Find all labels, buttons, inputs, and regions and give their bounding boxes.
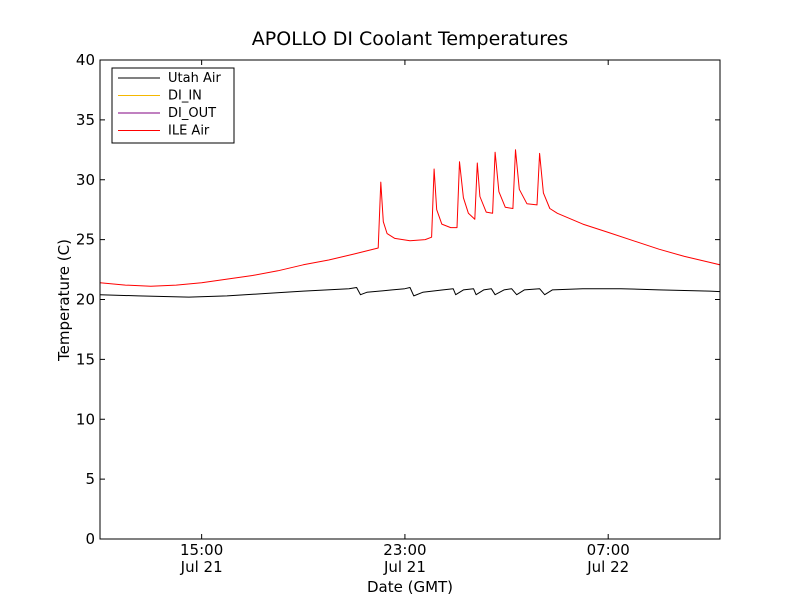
y-axis-label: Temperature (C) <box>55 239 73 362</box>
series-line-ile-air <box>100 149 720 287</box>
x-tick-date-label: Jul 21 <box>383 558 426 576</box>
y-tick-label: 35 <box>76 111 95 129</box>
y-tick-label: 15 <box>76 350 95 368</box>
y-tick-label: 0 <box>85 530 95 548</box>
series-layer <box>100 149 720 298</box>
x-axis-label: Date (GMT) <box>367 578 453 596</box>
x-tick-time-label: 07:00 <box>587 541 630 559</box>
chart-title: APOLLO DI Coolant Temperatures <box>252 28 568 50</box>
x-tick-date-label: Jul 21 <box>180 558 223 576</box>
series-line-utah-air <box>100 287 720 298</box>
x-tick-date-label: Jul 22 <box>586 558 629 576</box>
y-tick-label: 25 <box>76 231 95 249</box>
legend-label-ile-air: ILE Air <box>168 124 210 139</box>
y-tick-label: 10 <box>76 410 95 428</box>
legend-label-di-out: DI_OUT <box>168 106 216 121</box>
y-tick-label: 5 <box>85 470 95 488</box>
legend-label-di-in: DI_IN <box>168 89 202 104</box>
x-tick-time-label: 23:00 <box>383 541 426 559</box>
y-tick-label: 20 <box>76 291 95 309</box>
legend: Utah Air DI_IN DI_OUT ILE Air <box>111 67 235 144</box>
y-tick-label: 30 <box>76 171 95 189</box>
legend-entries: Utah Air DI_IN DI_OUT ILE Air <box>118 71 221 139</box>
legend-label-utah-air: Utah Air <box>168 71 221 86</box>
x-tick-time-label: 15:00 <box>180 541 223 559</box>
y-tick-label: 40 <box>76 51 95 69</box>
